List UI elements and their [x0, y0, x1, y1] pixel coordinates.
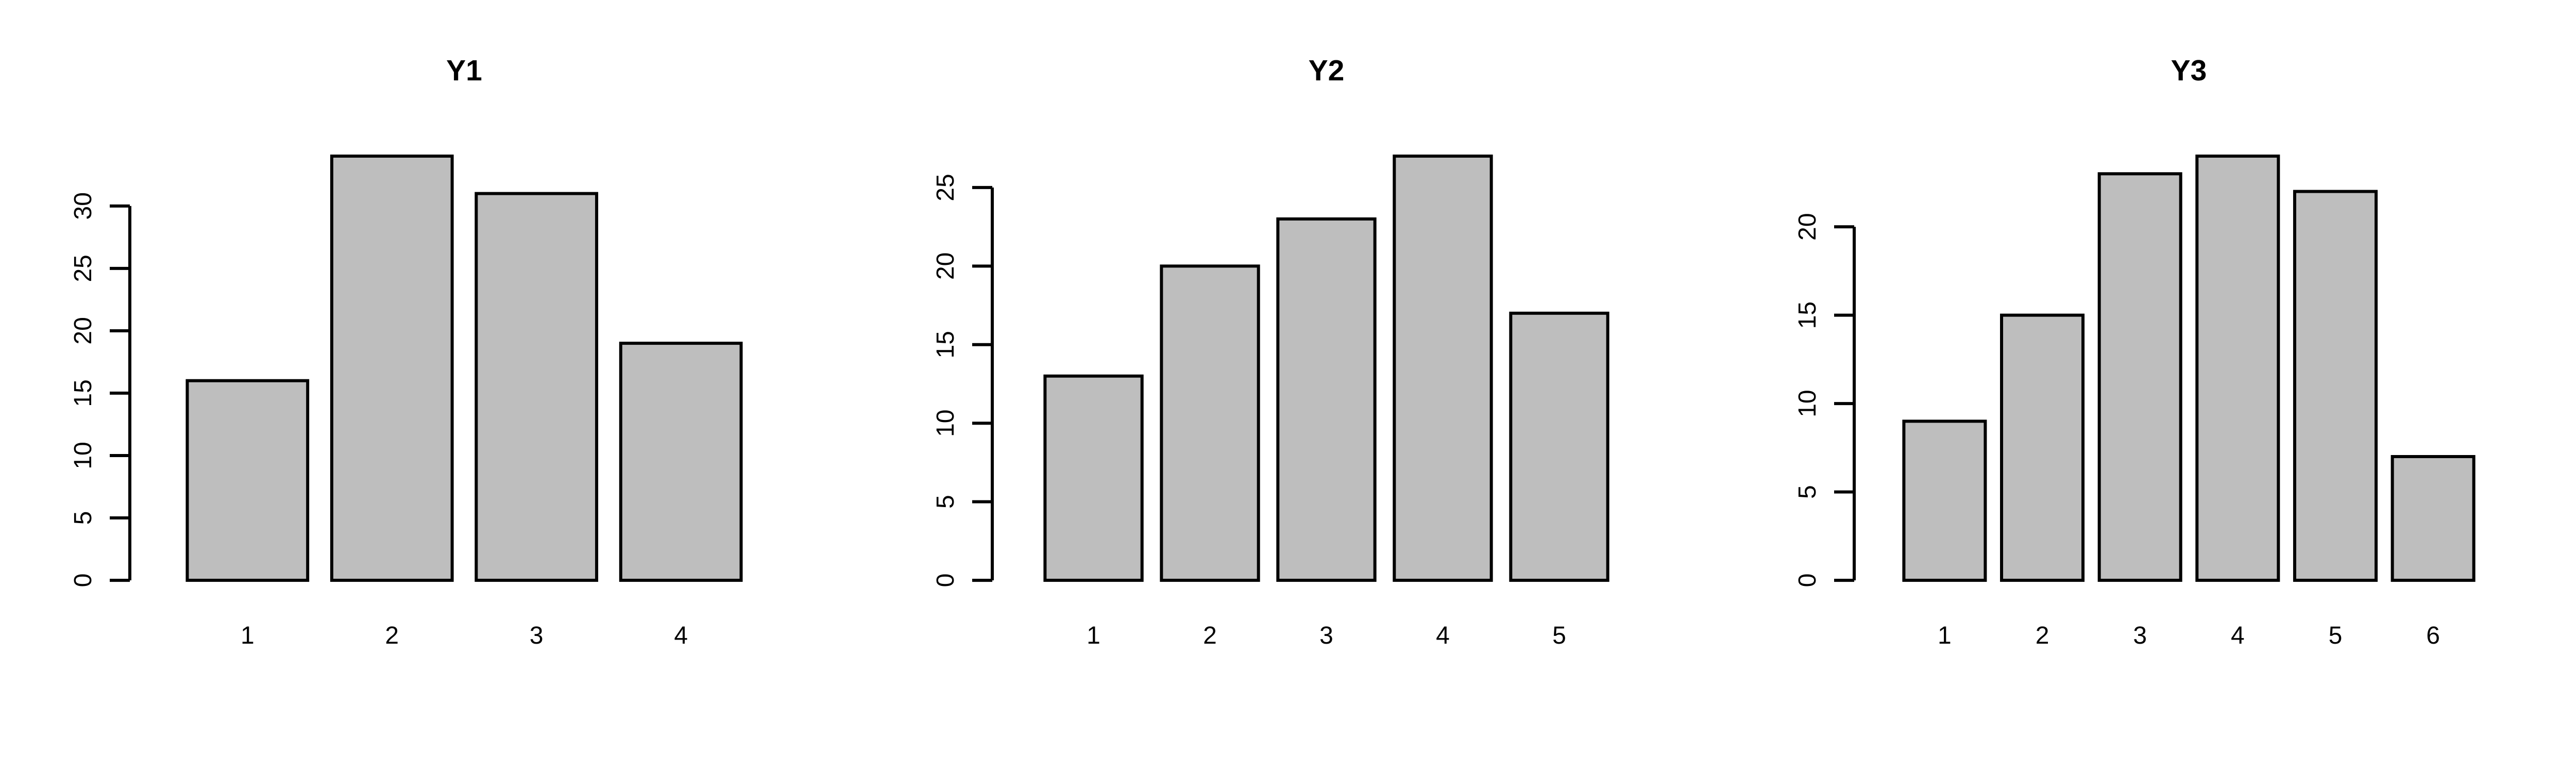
chart-title: Y2 — [1309, 54, 1345, 87]
y-tick-label-0: 0 — [932, 574, 959, 587]
y-tick-label-30: 30 — [70, 192, 97, 220]
bar-3 — [1276, 217, 1377, 582]
bar-5 — [1509, 311, 1609, 582]
bar-6 — [2391, 455, 2476, 582]
chart-panel-3: 1 2 3 4 5 6 0 5 10 15 20 Y3 — [1794, 54, 2476, 649]
x-tick-label-3: 3 — [530, 622, 544, 649]
x-tick-label-4: 4 — [674, 622, 688, 649]
x-tick-label-5: 5 — [1552, 622, 1566, 649]
bar-2 — [330, 154, 454, 582]
bar-2 — [2000, 313, 2085, 582]
x-tick-label-2: 2 — [2036, 622, 2049, 649]
chart-panel-1: 1 2 3 4 0 5 10 15 20 25 30 Y1 — [70, 54, 743, 649]
y-tick-label-20: 20 — [70, 317, 97, 344]
x-tick-label-2: 2 — [385, 622, 399, 649]
x-tick-label-1: 1 — [241, 622, 255, 649]
y-tick-label-0: 0 — [70, 574, 97, 587]
y-tick-label-15: 15 — [1794, 301, 1821, 329]
y-tick-label-5: 5 — [1794, 485, 1821, 499]
y-tick-label-5: 5 — [70, 511, 97, 525]
y-tick-label-15: 15 — [70, 379, 97, 407]
bar-2 — [1160, 264, 1260, 582]
x-tick-label-5: 5 — [2329, 622, 2343, 649]
bar-1 — [1902, 419, 1987, 582]
y-tick-label-25: 25 — [70, 255, 97, 282]
y-tick-label-0: 0 — [1794, 574, 1821, 587]
y-tick-label-15: 15 — [932, 331, 959, 358]
y-tick-label-20: 20 — [932, 253, 959, 280]
y-tick-label-10: 10 — [1794, 390, 1821, 417]
y-tick-label-25: 25 — [932, 174, 959, 201]
x-tick-label-4: 4 — [1436, 622, 1450, 649]
chart-title: Y3 — [2171, 54, 2207, 87]
x-tick-label-6: 6 — [2426, 622, 2440, 649]
bar-5 — [2293, 190, 2378, 582]
y-tick-label-20: 20 — [1794, 213, 1821, 240]
x-tick-label-3: 3 — [2133, 622, 2147, 649]
x-tick-label-1: 1 — [1087, 622, 1100, 649]
x-tick-label-1: 1 — [1938, 622, 1952, 649]
bar-1 — [185, 379, 310, 582]
chart-panel-2: 1 2 3 4 5 0 5 10 15 20 25 Y2 — [932, 54, 1609, 649]
bar-3 — [2097, 172, 2182, 582]
bar-4 — [2195, 154, 2280, 582]
y-tick-label-10: 10 — [70, 442, 97, 469]
x-tick-label-3: 3 — [1319, 622, 1333, 649]
x-tick-label-2: 2 — [1203, 622, 1217, 649]
bar-4 — [1393, 154, 1493, 582]
x-tick-label-4: 4 — [2231, 622, 2245, 649]
chart-title: Y1 — [446, 54, 482, 87]
y-tick-label-10: 10 — [932, 410, 959, 437]
bar-4 — [619, 342, 743, 582]
y-tick-label-5: 5 — [932, 495, 959, 509]
bar-1 — [1043, 374, 1144, 582]
bar-3 — [474, 192, 599, 582]
